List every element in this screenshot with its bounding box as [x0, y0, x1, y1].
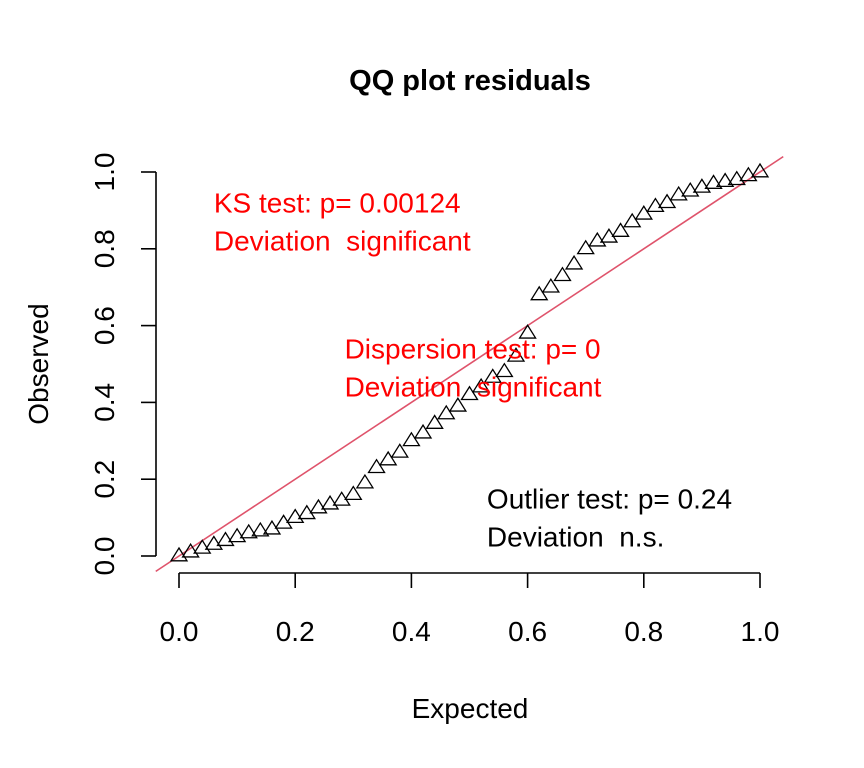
y-ticks: 0.0 0.2 0.4 0.6 0.8 1.0: [89, 153, 156, 576]
data-point: [739, 166, 758, 182]
data-point: [471, 377, 491, 393]
data-point: [646, 197, 665, 213]
data-point: [530, 285, 549, 301]
chart-title: QQ plot residuals: [349, 65, 591, 97]
data-point: [286, 508, 305, 524]
data-point: [669, 185, 688, 201]
data-point: [413, 423, 433, 439]
y-tick-label: 0.8: [89, 229, 120, 268]
data-point: [402, 431, 421, 447]
data-point: [390, 443, 409, 458]
data-point: [239, 523, 258, 539]
data-point: [378, 450, 398, 466]
data-point: [588, 231, 607, 247]
data-point: [204, 535, 224, 550]
y-tick-label: 1.0: [89, 153, 120, 192]
data-point: [344, 485, 363, 501]
x-tick-label: 1.0: [741, 616, 780, 647]
data-point: [367, 458, 386, 474]
data-point: [437, 404, 456, 420]
data-points: [169, 162, 770, 562]
data-point: [692, 178, 712, 193]
x-tick-label: 0.4: [392, 616, 431, 647]
data-point: [564, 254, 584, 270]
y-tick-label: 0.4: [89, 383, 120, 422]
data-point: [727, 170, 746, 186]
data-point: [623, 212, 642, 228]
x-tick-label: 0.2: [276, 616, 315, 647]
annotation-text: KS test: p= 0.00124 Deviation significant: [214, 188, 471, 257]
data-point: [181, 542, 200, 558]
data-point: [227, 527, 247, 543]
data-point: [634, 205, 653, 220]
x-ticks: 0.0 0.2 0.4 0.6 0.8 1.0: [160, 573, 780, 647]
y-axis-title: Observed: [23, 303, 54, 424]
data-point: [704, 174, 723, 189]
data-point: [425, 414, 444, 429]
y-tick-label: 0.6: [89, 306, 120, 345]
data-point: [169, 546, 189, 562]
data-point: [576, 239, 595, 255]
data-point: [518, 324, 537, 339]
x-axis-title: Expected: [412, 693, 529, 724]
x-tick-label: 0.6: [508, 616, 547, 647]
data-point: [251, 521, 270, 537]
annotation-text: Dispersion test: p= 0 Deviation significa…: [345, 334, 602, 403]
data-point: [541, 277, 561, 293]
y-tick-label: 0.2: [89, 460, 120, 499]
axes: [155, 172, 760, 574]
data-point: [495, 362, 514, 378]
data-point: [750, 162, 770, 178]
data-point: [460, 385, 479, 401]
data-point: [506, 347, 526, 362]
data-point: [681, 181, 700, 197]
data-point: [193, 539, 212, 554]
data-point: [320, 494, 340, 510]
data-point: [216, 531, 235, 547]
annotation-text: Outlier test: p= 0.24 Deviation n.s.: [487, 483, 732, 552]
data-point: [611, 222, 630, 237]
test-annotations: KS test: p= 0.00124 Deviation significant…: [214, 188, 732, 553]
y-tick-label: 0.0: [89, 537, 120, 576]
data-point: [657, 193, 677, 209]
reference-line: [155, 155, 784, 573]
data-point: [715, 172, 735, 188]
data-point: [309, 498, 328, 514]
x-tick-label: 0.8: [624, 616, 663, 647]
data-point: [448, 397, 468, 412]
data-point: [355, 473, 375, 489]
data-point: [553, 266, 572, 282]
x-tick-label: 0.0: [160, 616, 199, 647]
